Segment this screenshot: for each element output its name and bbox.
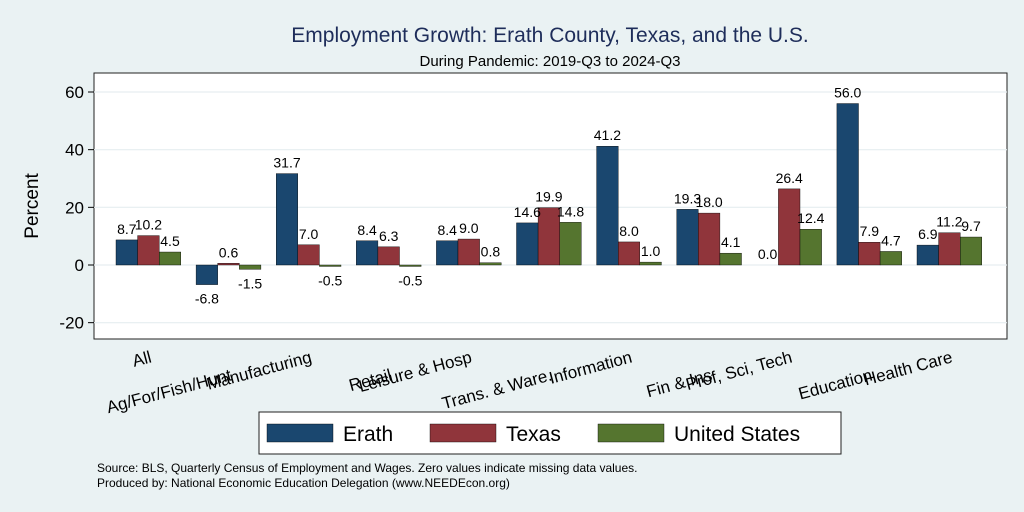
bar-united-states [960,236,983,266]
bar-texas [377,246,400,266]
y-tick-label: 0 [75,256,84,275]
legend-swatch [266,423,334,443]
bar-value-label: 31.7 [273,155,300,171]
bar-value-label: 0.6 [219,244,239,260]
bar-texas [297,244,320,266]
bar-united-states [399,264,422,267]
bar-united-states [879,251,902,266]
bar-value-label: 18.0 [695,194,722,210]
bar-texas [858,242,881,266]
bar-united-states [158,251,181,266]
bar-united-states [799,229,822,266]
bar-value-label: 4.5 [160,233,180,249]
bar-value-label: 14.6 [514,204,541,220]
y-tick-label: 20 [65,198,84,217]
bar-erath [916,244,939,266]
bar-value-label: 8.4 [437,222,457,238]
bar-texas [137,235,160,266]
legend-label: Texas [506,423,561,446]
x-tick-label: Manufacturing [205,348,314,394]
bar-value-label: 1.0 [641,243,661,259]
bar-value-label: -1.5 [238,275,262,291]
chart-title: Employment Growth: Erath County, Texas, … [291,24,808,47]
bar-value-label: 4.7 [881,232,901,248]
bar-value-label: 8.0 [619,223,639,239]
bar-value-label: -0.5 [318,272,342,288]
y-tick-label: 40 [65,141,84,160]
bar-united-states [639,261,662,266]
chart-subtitle: During Pandemic: 2019-Q3 to 2024-Q3 [420,53,681,70]
bar-value-label: 0.8 [481,244,501,260]
plot-area [93,72,1008,340]
y-tick-label: -20 [59,314,84,333]
bar-texas [938,232,961,266]
legend-box [258,411,842,455]
bar-value-label: 4.1 [721,234,741,250]
bar-value-label: -6.8 [195,291,219,307]
x-tick-label: All [130,348,153,371]
bar-united-states [559,222,582,266]
bar-texas [778,188,801,266]
bar-value-label: 12.4 [797,210,824,226]
x-tick-label: Trans. & Ware. [440,366,554,414]
legend: Erath Texas United States [258,411,842,455]
bar-value-label: 7.0 [299,226,319,242]
x-tick-label: Information [547,348,634,388]
bar-labels: 8.710.24.5-6.80.6-1.531.77.0-0.58.4 6.3-0… [117,85,981,307]
bar-value-label: 26.4 [776,170,803,186]
bar-value-label: 9.7 [961,218,981,234]
bar-erath [596,146,619,266]
bar-erath [276,173,299,266]
bar-united-states [319,264,342,267]
bar-value-label: 41.2 [594,127,621,143]
x-tick-label: Health Care [862,348,955,390]
bar-value-label: 0.0 [758,246,778,262]
bar-value-label: 7.9 [860,223,880,239]
bar-value-label: 6.3 [379,228,399,244]
bar-texas [698,212,721,266]
bar-value-label: 6.9 [918,226,938,242]
bar-erath [115,239,138,266]
source-note: Source: BLS, Quarterly Census of Employm… [97,461,637,475]
bar-value-label: -0.5 [398,272,422,288]
y-tick-label: 60 [65,83,84,102]
legend-swatch [429,423,497,443]
bar-value-label: 19.3 [674,190,701,206]
bar-value-label: 10.2 [135,217,162,233]
bar-texas [457,238,480,266]
bars [115,103,983,285]
bar-united-states [479,262,502,266]
x-tick-label: Prof, Sci, Tech [684,348,794,395]
bar-texas [217,263,240,266]
bar-united-states [239,264,262,270]
bar-value-label: 8.4 [357,222,377,238]
bar-texas [618,241,641,266]
bar-value-label: 9.0 [459,220,479,236]
bar-erath [436,240,459,266]
legend-swatch [597,423,665,443]
bar-erath [195,264,218,285]
bar-erath [676,209,699,266]
bar-erath [836,103,859,266]
bar-erath [516,222,539,266]
y-axis-label: Percent [22,173,43,239]
producer-note: Produced by: National Economic Education… [97,476,510,490]
bar-value-label: 19.9 [535,189,562,205]
legend-label: United States [674,423,800,446]
bar-value-label: 8.7 [117,221,137,237]
bar-united-states [719,252,742,266]
bar-value-label: 14.8 [557,203,584,219]
bar-erath [356,240,379,266]
y-axis-ticks: -20 0 20 40 60 [59,83,94,333]
bar-value-label: 11.2 [936,214,962,230]
bar-value-label: 56.0 [834,85,861,101]
legend-label: Erath [343,423,393,446]
